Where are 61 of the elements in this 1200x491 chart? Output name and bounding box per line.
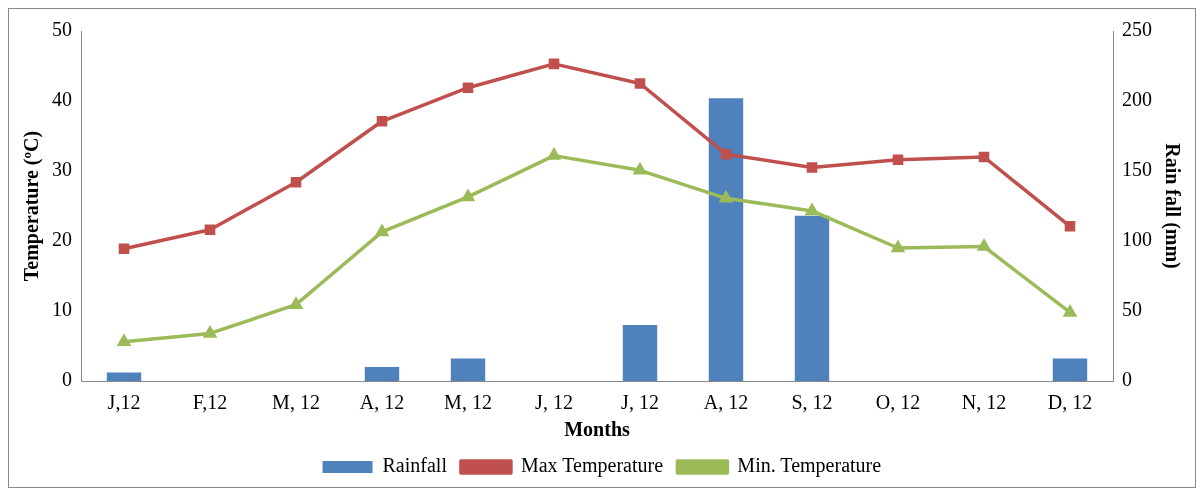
point bbox=[806, 162, 818, 173]
x-tick-label: M, 12 bbox=[272, 391, 320, 414]
legend-label: Max Temperature bbox=[520, 454, 664, 478]
y2-tick-label: 50 bbox=[1122, 298, 1142, 321]
x-tick-label: A, 12 bbox=[703, 391, 749, 414]
x-tick-label: S, 12 bbox=[791, 391, 833, 414]
x-tick-label: M, 12 bbox=[444, 391, 492, 414]
bar bbox=[1052, 358, 1088, 381]
legend-label: Min. Temperature bbox=[737, 454, 882, 478]
point bbox=[117, 335, 131, 347]
y-tick-label: 50 bbox=[52, 18, 72, 41]
y-tick-label: 10 bbox=[52, 298, 72, 321]
bar bbox=[450, 358, 486, 381]
y2-axis-title: Rain fall (mm) bbox=[1160, 143, 1184, 269]
point bbox=[1063, 305, 1077, 317]
point bbox=[461, 190, 475, 202]
x-tick-label: N, 12 bbox=[961, 391, 1007, 414]
point bbox=[290, 176, 302, 188]
point bbox=[977, 239, 991, 251]
point bbox=[719, 191, 733, 203]
point bbox=[978, 151, 990, 163]
point bbox=[891, 241, 905, 253]
bar bbox=[708, 98, 744, 381]
point bbox=[289, 297, 303, 309]
point bbox=[547, 148, 561, 160]
y2-tick-label: 250 bbox=[1122, 18, 1152, 41]
x-tick-label: J,12 bbox=[107, 391, 141, 414]
y-axis-title: Temperature (ºC) bbox=[20, 130, 44, 282]
y-tick-label: 30 bbox=[52, 158, 72, 181]
point bbox=[118, 243, 130, 254]
point bbox=[462, 82, 474, 93]
y-tick-label: 20 bbox=[52, 228, 72, 251]
bar bbox=[364, 367, 400, 381]
bar bbox=[794, 215, 830, 381]
bar bbox=[106, 372, 142, 381]
x-tick-label: J, 12 bbox=[535, 391, 573, 414]
y2-tick-label: 150 bbox=[1122, 158, 1152, 181]
legend-label: Rainfall bbox=[382, 454, 448, 477]
y2-tick-label: 100 bbox=[1122, 228, 1152, 251]
point bbox=[720, 148, 732, 160]
x-tick-label: O, 12 bbox=[875, 391, 921, 414]
x-tick-label: J, 12 bbox=[621, 391, 659, 414]
x-axis-title: Months bbox=[564, 418, 630, 441]
point bbox=[892, 154, 904, 166]
point bbox=[805, 204, 819, 216]
y-tick-label: 0 bbox=[62, 368, 72, 391]
point bbox=[1064, 221, 1076, 232]
point bbox=[376, 116, 388, 127]
bar bbox=[622, 325, 658, 381]
point bbox=[633, 163, 647, 175]
point bbox=[204, 224, 216, 236]
y2-tick-label: 200 bbox=[1122, 88, 1152, 111]
y2-tick-label: 0 bbox=[1122, 368, 1132, 391]
y-tick-label: 40 bbox=[52, 88, 72, 111]
point bbox=[375, 225, 389, 237]
point bbox=[203, 326, 217, 338]
x-tick-label: D, 12 bbox=[1047, 391, 1093, 414]
point bbox=[548, 58, 560, 70]
x-tick-label: F,12 bbox=[192, 391, 228, 414]
point bbox=[634, 78, 646, 89]
x-tick-label: A, 12 bbox=[359, 391, 405, 414]
